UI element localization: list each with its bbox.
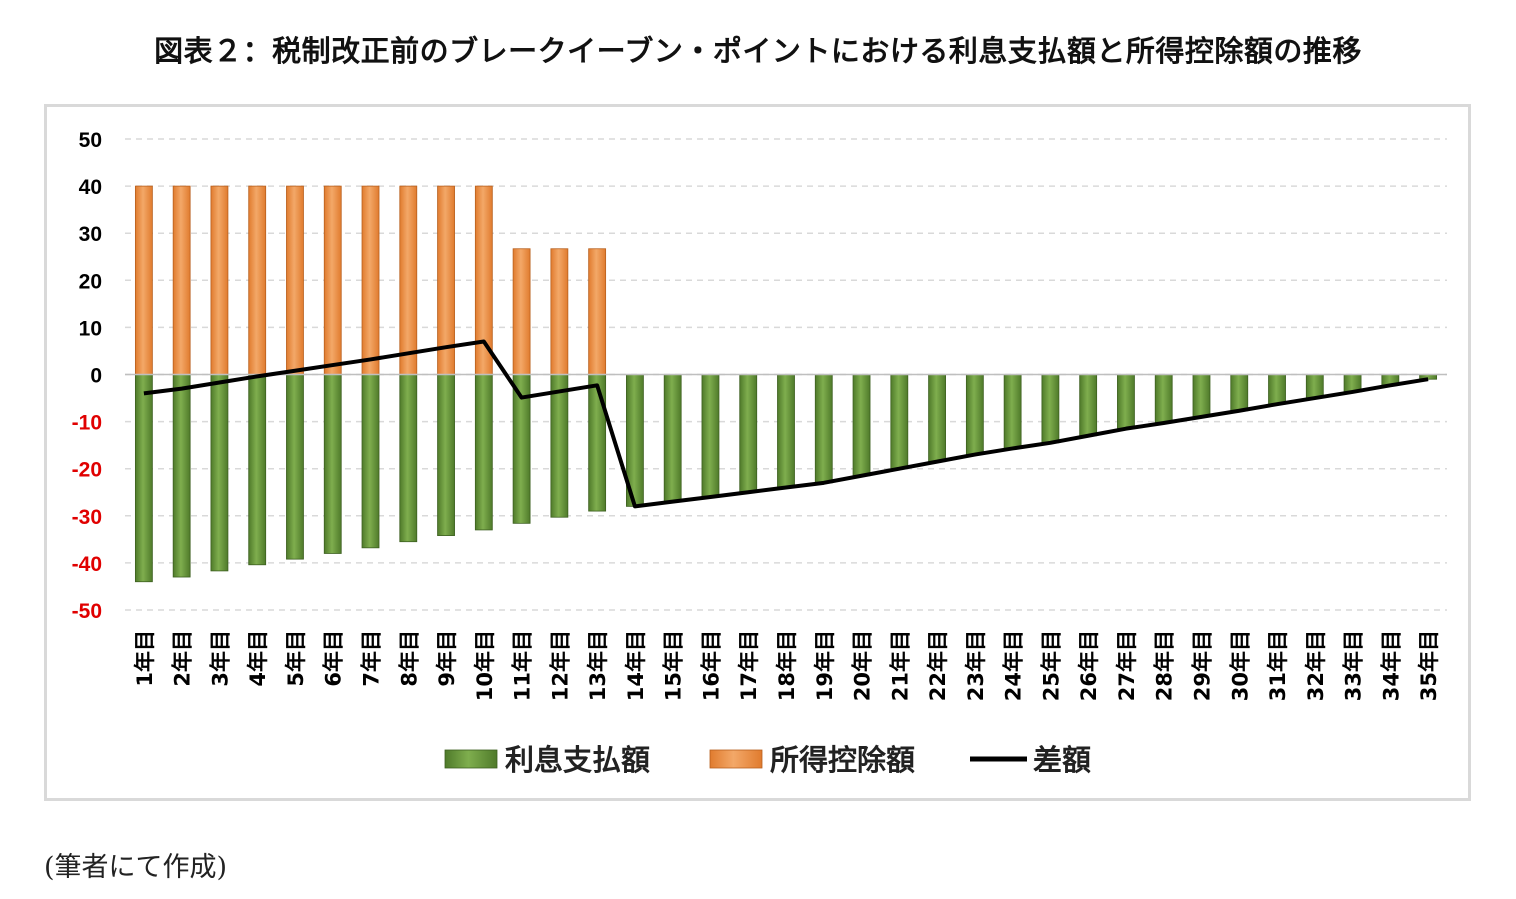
interest-bar — [323, 374, 342, 554]
legend-label: 所得控除額 — [770, 743, 915, 777]
chart-title: 図表２：税制改正前のブレークイーブン・ポイントにおける利息支払額と所得控除額の推… — [154, 34, 1362, 68]
interest-bar — [134, 374, 153, 583]
y-tick-label: -10 — [72, 412, 102, 435]
interest-bar — [1079, 374, 1098, 437]
x-tick-label: 17年目 — [737, 630, 761, 701]
deduction-bar — [512, 248, 531, 375]
source-note: (筆者にて作成) — [44, 852, 228, 883]
x-tick-label: 25年目 — [1039, 630, 1063, 701]
x-tick-label: 32年目 — [1304, 630, 1328, 701]
x-tick-label: 6年目 — [322, 630, 346, 687]
difference-line — [143, 339, 1429, 509]
y-tick-label: -30 — [72, 506, 102, 529]
x-tick-label: 31年目 — [1266, 630, 1290, 701]
y-tick-label: 50 — [79, 129, 102, 152]
interest-bar — [928, 374, 946, 463]
deduction-bar — [550, 248, 569, 375]
deduction-bar — [399, 185, 418, 375]
y-tick-label: 0 — [90, 365, 102, 388]
deduction-bar — [474, 185, 493, 375]
deduction-bar — [134, 185, 153, 375]
interest-bar — [399, 374, 418, 543]
interest-bar — [814, 374, 833, 484]
legend-label: 利息支払額 — [505, 743, 650, 777]
legend-label: 差額 — [1033, 743, 1091, 777]
x-tick-label: 16年目 — [699, 630, 723, 701]
x-tick-label: 2年目 — [171, 630, 195, 687]
x-tick-label: 5年目 — [284, 630, 308, 687]
deduction-bar — [248, 185, 267, 375]
x-tick-label: 9年目 — [435, 630, 459, 687]
y-tick-label: -40 — [72, 553, 102, 576]
x-tick-label: 20年目 — [851, 630, 875, 701]
interest-bar — [852, 374, 871, 477]
x-tick-label: 12年目 — [548, 630, 572, 701]
x-tick-label: 30年目 — [1228, 630, 1252, 701]
x-tick-label: 13年目 — [586, 630, 610, 701]
x-tick-label: 1年目 — [133, 630, 157, 687]
x-tick-label: 22年目 — [926, 630, 950, 701]
x-tick-label: 35年目 — [1417, 630, 1441, 701]
interest-bar — [1003, 374, 1022, 449]
y-tick-label: 40 — [79, 176, 102, 199]
interest-bar — [1230, 374, 1249, 412]
x-tick-label: 4年目 — [246, 630, 270, 687]
x-tick-label: 23年目 — [964, 630, 988, 701]
interest-bar — [474, 374, 493, 531]
x-tick-label: 3年目 — [208, 630, 232, 687]
y-tick-label: 10 — [79, 317, 102, 340]
x-tick-label: 7年目 — [360, 630, 384, 687]
y-tick-label: -50 — [72, 600, 102, 623]
legend-swatch — [709, 749, 763, 769]
x-tick-label: 24年目 — [1002, 630, 1026, 701]
interest-bar — [248, 374, 267, 566]
chart-area: 50 40 30 20 10 0 -10 -20 -30 -40 -50 1年目 2年目 3年目 4年目 5年… — [44, 104, 1471, 801]
x-tick-label: 27年目 — [1115, 630, 1139, 701]
interest-bar — [1305, 374, 1324, 399]
interest-bar — [437, 374, 455, 536]
deduction-bar — [172, 185, 191, 375]
x-tick-label: 34年目 — [1379, 630, 1403, 701]
interest-bar — [1154, 374, 1173, 424]
x-tick-label: 11年目 — [511, 630, 535, 701]
x-tick-label: 29年目 — [1190, 630, 1214, 701]
interest-bar — [1268, 374, 1286, 405]
deduction-bar — [361, 185, 380, 375]
interest-bar — [739, 374, 758, 493]
deduction-bar — [286, 185, 304, 375]
interest-bar — [588, 374, 607, 512]
deduction-bar — [323, 185, 342, 375]
x-tick-label: 28年目 — [1153, 630, 1177, 701]
legend-swatch — [444, 749, 498, 769]
x-tick-label: 8年目 — [397, 630, 421, 687]
x-tick-label: 19年目 — [813, 630, 837, 701]
deduction-bar — [588, 248, 607, 375]
interest-bar — [172, 374, 191, 578]
x-tick-label: 15年目 — [662, 630, 686, 701]
interest-bar — [1041, 374, 1060, 444]
chart-svg: 50 40 30 20 10 0 -10 -20 -30 -40 -50 1年目 2年目 3年目 4年目 5年… — [72, 129, 1447, 777]
x-tick-label: 14年目 — [624, 630, 648, 701]
interest-bar — [361, 374, 380, 549]
interest-bar — [777, 374, 795, 488]
interest-bar — [1117, 374, 1135, 430]
interest-bar — [1192, 374, 1211, 418]
interest-bar — [965, 374, 984, 455]
interest-bar — [286, 374, 304, 560]
y-tick-label: 20 — [79, 270, 102, 293]
deduction-bar — [210, 185, 229, 375]
x-tick-label: 33年目 — [1342, 630, 1366, 701]
x-tick-label: 26年目 — [1077, 630, 1101, 701]
interest-bar — [701, 374, 720, 498]
x-tick-label: 21年目 — [888, 630, 912, 701]
y-tick-label: -20 — [72, 459, 102, 482]
interest-bar — [210, 374, 229, 572]
interest-bar — [663, 374, 682, 503]
x-tick-label: 18年目 — [775, 630, 799, 701]
interest-bar — [550, 374, 569, 518]
interest-bar — [890, 374, 909, 470]
x-tick-label: 10年目 — [473, 630, 497, 701]
y-tick-label: 30 — [79, 223, 102, 246]
